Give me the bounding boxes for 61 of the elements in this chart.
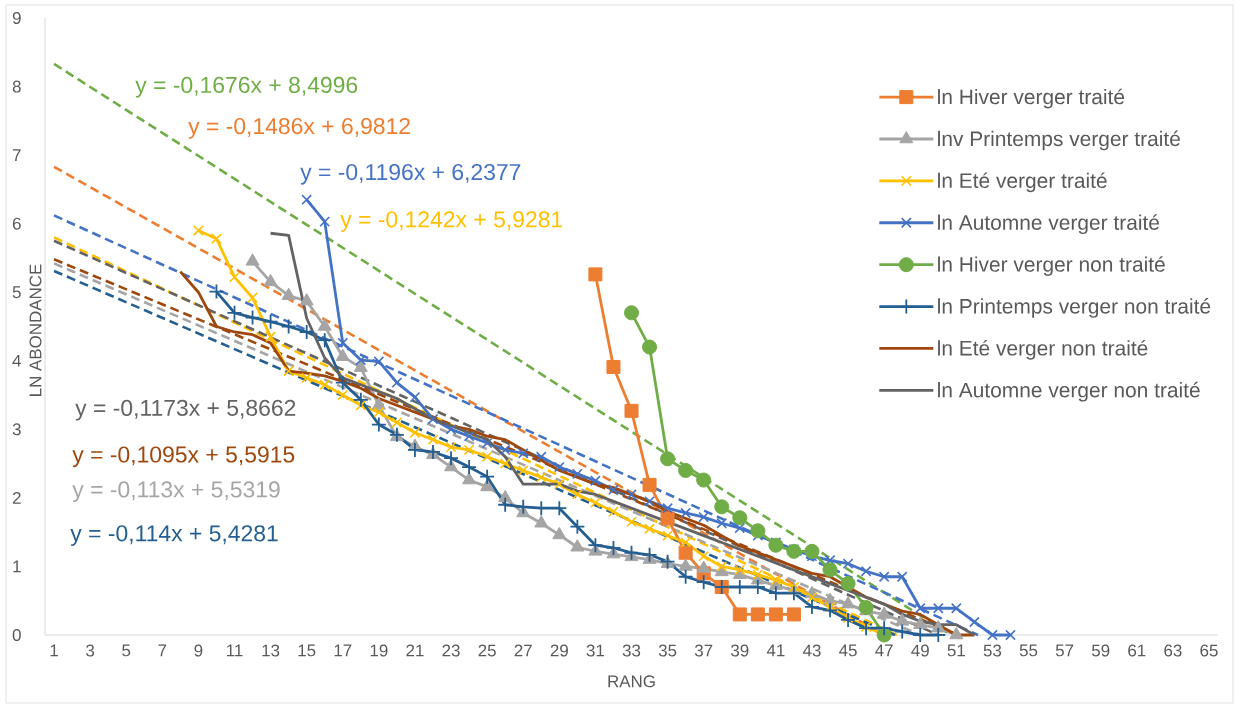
annotation: y = -0,1196x + 6,2377 xyxy=(300,163,521,185)
y-tick-label: 7 xyxy=(12,149,21,161)
x-tick-label: 9 xyxy=(194,644,203,657)
y-tick-label: 1 xyxy=(13,560,21,573)
x-tick-label: 23 xyxy=(442,644,460,657)
x-tick-label: 5 xyxy=(122,644,131,657)
y-tick-label: 8 xyxy=(12,80,21,93)
x-tick-label: 25 xyxy=(478,644,496,657)
x-tick-label: 19 xyxy=(370,644,388,657)
x-tick-label: 11 xyxy=(226,644,243,657)
x-tick-label: 61 xyxy=(1128,644,1146,657)
annotation: y = -0,1095x + 5,5915 xyxy=(72,446,295,468)
y-tick-label: 2 xyxy=(12,491,21,504)
x-tick-label: 63 xyxy=(1164,644,1182,657)
legend-label: ln Automne verger non traité xyxy=(938,381,1200,402)
x-tick-label: 47 xyxy=(875,644,893,657)
annotation: y = -0,114x + 5,4281 xyxy=(70,525,278,546)
x-tick-label: 45 xyxy=(839,644,857,657)
x-tick-label: 43 xyxy=(802,644,821,657)
legend-label: ln Eté verger non traité xyxy=(938,339,1148,360)
x-tick-label: 65 xyxy=(1200,644,1218,657)
annotation: y = -0,1486x + 6,9812 xyxy=(188,117,410,139)
x-tick-label: 1 xyxy=(50,644,58,657)
x-tick-label: 55 xyxy=(1019,644,1038,657)
y-tick-label: 9 xyxy=(12,11,21,24)
legend-label: ln Hiver verger non traité xyxy=(938,256,1165,276)
x-tick-label: 27 xyxy=(514,644,532,657)
x-tick-label: 7 xyxy=(158,644,167,657)
x-tick-label: 37 xyxy=(694,644,713,657)
x-tick-label: 13 xyxy=(262,644,280,657)
y-tick-label: 0 xyxy=(12,629,21,641)
x-tick-label: 35 xyxy=(658,644,677,657)
x-tick-label: 59 xyxy=(1091,644,1110,657)
annotation: y = -0,1173x + 5,8662 xyxy=(75,399,296,421)
y-tick-label: 4 xyxy=(12,354,21,367)
annotation: y = -0,113x + 5,5319 xyxy=(72,481,280,503)
x-tick-label: 29 xyxy=(550,644,568,657)
y-tick-label: 3 xyxy=(12,423,21,436)
annotation: y = -0,1242x + 5,9281 xyxy=(340,211,563,232)
x-tick-label: 51 xyxy=(947,644,965,657)
x-tick-label: 3 xyxy=(86,644,95,657)
x-axis-title: RANG xyxy=(608,675,655,688)
y-tick-label: 5 xyxy=(12,286,21,299)
annotation: y = -0,1676x + 8,4996 xyxy=(135,76,358,98)
legend-label: ln Automne verger traité xyxy=(938,214,1159,235)
x-tick-label: 39 xyxy=(731,644,749,657)
x-tick-label: 33 xyxy=(622,644,641,657)
legend-label: lnv Printemps verger traité xyxy=(938,130,1180,151)
x-tick-label: 21 xyxy=(406,644,424,657)
legend-label: ln Hiver verger traité xyxy=(938,88,1125,109)
y-tick-label: 6 xyxy=(12,217,21,230)
x-tick-label: 57 xyxy=(1055,644,1074,657)
y-axis-title: LN ABONDANCE xyxy=(29,264,42,396)
legend-label: ln Eté verger traité xyxy=(938,172,1107,193)
x-tick-label: 17 xyxy=(334,644,352,657)
x-tick-label: 41 xyxy=(766,644,785,657)
legend-label: ln Printemps verger non traité xyxy=(938,298,1211,318)
x-tick-label: 15 xyxy=(298,644,316,657)
x-tick-label: 53 xyxy=(983,644,1002,657)
x-tick-label: 49 xyxy=(911,644,929,657)
x-tick-label: 31 xyxy=(586,644,604,657)
